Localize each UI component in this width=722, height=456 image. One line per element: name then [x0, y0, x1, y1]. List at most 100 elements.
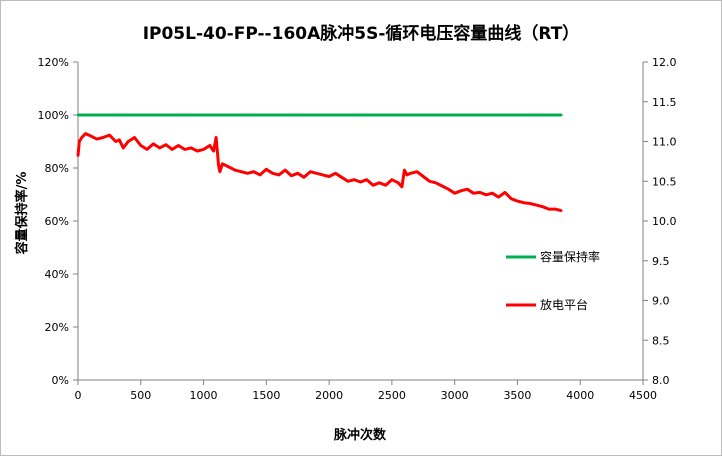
series-2-point [353, 178, 356, 181]
series-2-point [365, 178, 368, 181]
series-1-point [541, 113, 544, 117]
series-1-point [478, 113, 481, 117]
series-2-point [277, 173, 281, 177]
series-2-point [240, 170, 243, 173]
series-1-point [202, 113, 205, 117]
series-1-point [503, 113, 507, 117]
y-tick-label: 100% [38, 109, 69, 122]
x-tick-label: 0 [75, 389, 82, 402]
series-2-point [196, 149, 199, 153]
series-2-point [158, 146, 161, 150]
series-2-point [217, 164, 220, 167]
series-2-point [80, 136, 84, 139]
series-2-point [246, 172, 249, 175]
series-1-point [189, 113, 193, 117]
series-1-point [378, 113, 381, 117]
series-2-point [271, 172, 274, 175]
series-2-point [434, 181, 437, 184]
series-2-point [284, 168, 287, 172]
series-line-2 [76, 132, 562, 213]
series-1-point [365, 113, 368, 117]
series-2-point [440, 184, 444, 188]
series-2-point [384, 184, 387, 187]
x-axis-title: 脉冲次数 [333, 427, 387, 443]
y2-tick-label: 9.0 [652, 295, 670, 308]
series-1-point [89, 113, 92, 117]
series-1-point [114, 113, 117, 117]
series-2-point [95, 137, 99, 141]
series-1-point [403, 113, 406, 117]
series-2-point [302, 176, 306, 179]
series-1-point [528, 113, 532, 117]
series-2-point [78, 140, 81, 143]
series-2-point [221, 162, 224, 165]
y-axis-title: 容量保持率/% [14, 172, 30, 256]
series-2-point [522, 201, 525, 204]
series-2-point [290, 174, 293, 177]
series-2-point [359, 180, 362, 184]
series-2-point [76, 154, 80, 157]
series-1-point [76, 113, 80, 117]
series-1-point [453, 113, 456, 117]
series-1-point [227, 113, 230, 117]
y2-ticks: 8.0 8.5 9.0 9.5 10.0 10.5 11.0 11.5 12.0 [643, 56, 677, 387]
series-2-point [233, 168, 237, 172]
y2-tick-label: 10.5 [652, 175, 677, 188]
series-1-point [390, 113, 394, 117]
series-2-point [497, 195, 500, 199]
legend-label-2: 放电平台 [540, 297, 588, 312]
series-2-point [114, 140, 117, 143]
series-2-point [397, 181, 400, 184]
series-1-point [353, 113, 356, 117]
series-2-point [258, 173, 262, 177]
y2-tick-label: 10.0 [652, 215, 677, 228]
series-1-point [164, 113, 168, 117]
series-1-point [466, 113, 469, 117]
series-2-point [334, 172, 337, 175]
x-ticks: 0 500 1000 1500 2000 2500 3000 3500 4000 4500 [75, 380, 657, 402]
y-tick-label: 60% [45, 215, 69, 228]
y-tick-label: 80% [45, 162, 69, 175]
y2-tick-label: 9.5 [652, 255, 670, 268]
series-2-point [510, 197, 513, 200]
x-tick-label: 4000 [566, 389, 594, 402]
series-2-point [177, 144, 180, 147]
x-tick-label: 3500 [503, 389, 531, 402]
series-2-point [101, 136, 105, 139]
y2-tick-label: 8.5 [652, 334, 670, 347]
series-2-point [208, 144, 211, 147]
series-2-point [405, 173, 409, 177]
series-2-point [145, 148, 149, 151]
series-2-point [484, 193, 488, 196]
series-2-point [296, 172, 299, 175]
series-2-point [553, 207, 557, 211]
series-2-point [139, 144, 142, 147]
series-1-point [265, 113, 268, 117]
series-2-point [214, 136, 218, 139]
series-1-point [302, 113, 306, 117]
y2-tick-label: 12.0 [652, 56, 677, 69]
series-2-point [171, 148, 174, 151]
series-2-point [541, 205, 544, 208]
series-2-point [371, 184, 375, 187]
series-2-point [152, 142, 155, 146]
series-2-point [108, 133, 111, 137]
series-2-point [183, 148, 186, 151]
series-2-point [535, 203, 538, 207]
series-2-point [127, 140, 130, 143]
series-2-point [346, 180, 350, 183]
y-ticks: 0% 20% 40% 60% 80% 100% 120% [38, 56, 78, 387]
series-1-point [327, 113, 331, 117]
series-2-point [472, 192, 475, 195]
series-2-point [164, 143, 168, 146]
series-2-point [321, 173, 324, 177]
x-tick-label: 1000 [190, 389, 218, 402]
y-tick-label: 40% [45, 268, 69, 281]
series-group [76, 113, 563, 213]
series-2-point [390, 178, 394, 181]
chart-title: IP05L-40-FP--160A脉冲5S-循环电压容量曲线（RT） [143, 23, 580, 44]
series-2-point [265, 168, 268, 171]
series-2-point [447, 188, 450, 191]
series-2-point [516, 199, 519, 203]
